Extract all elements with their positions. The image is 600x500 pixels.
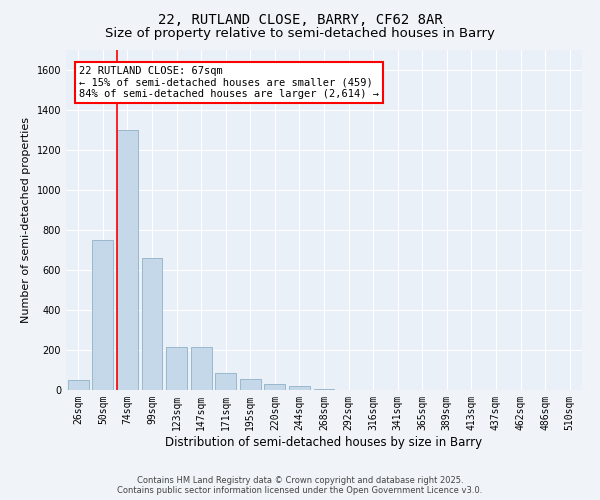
Text: 22 RUTLAND CLOSE: 67sqm
← 15% of semi-detached houses are smaller (459)
84% of s: 22 RUTLAND CLOSE: 67sqm ← 15% of semi-de…: [79, 66, 379, 99]
Bar: [265, 384, 286, 390]
Bar: [166, 347, 187, 390]
Text: Size of property relative to semi-detached houses in Barry: Size of property relative to semi-detach…: [105, 28, 495, 40]
Y-axis label: Number of semi-detached properties: Number of semi-detached properties: [21, 117, 31, 323]
Bar: [215, 373, 236, 390]
Bar: [68, 380, 89, 390]
X-axis label: Distribution of semi-detached houses by size in Barry: Distribution of semi-detached houses by …: [166, 436, 482, 448]
Text: 22, RUTLAND CLOSE, BARRY, CF62 8AR: 22, RUTLAND CLOSE, BARRY, CF62 8AR: [158, 12, 442, 26]
Bar: [314, 389, 334, 390]
Bar: [142, 258, 163, 390]
Bar: [92, 240, 113, 390]
Bar: [117, 130, 138, 390]
Bar: [289, 386, 310, 390]
Bar: [240, 379, 261, 390]
Text: Contains HM Land Registry data © Crown copyright and database right 2025.
Contai: Contains HM Land Registry data © Crown c…: [118, 476, 482, 495]
Bar: [191, 347, 212, 390]
